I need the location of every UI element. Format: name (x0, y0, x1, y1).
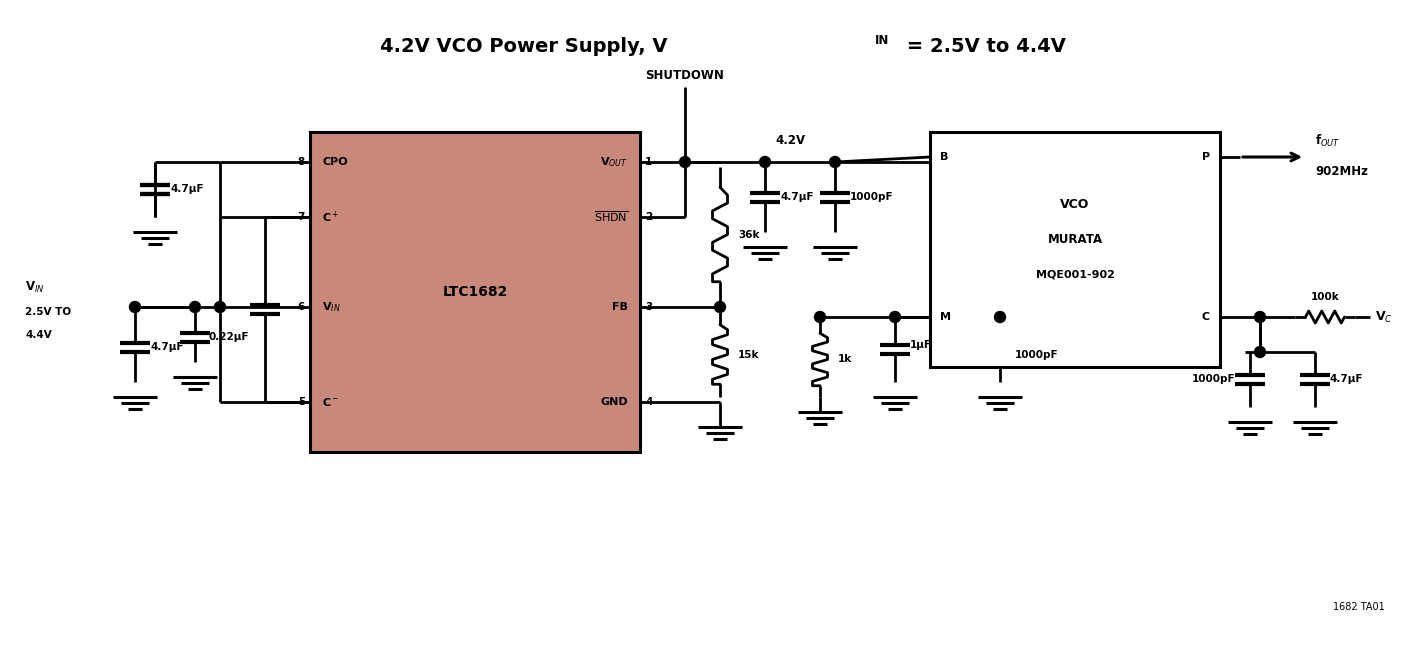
Text: 902MHz: 902MHz (1315, 165, 1367, 178)
Text: $\overline{\mathrm{SHDN}}$: $\overline{\mathrm{SHDN}}$ (594, 210, 628, 224)
Text: P: P (1202, 152, 1210, 162)
Circle shape (760, 156, 771, 168)
Text: VCO: VCO (1060, 198, 1090, 211)
Bar (310, 132, 640, 452)
Text: FB: FB (612, 302, 628, 312)
Text: C$^-$: C$^-$ (322, 396, 340, 408)
Text: CPO: CPO (322, 157, 347, 167)
Text: 1000pF: 1000pF (1192, 374, 1236, 385)
Text: 36k: 36k (738, 230, 760, 239)
Text: IN: IN (876, 33, 890, 46)
Text: V$_{IN}$: V$_{IN}$ (26, 280, 44, 295)
Text: 1682 TA01: 1682 TA01 (1333, 602, 1384, 612)
Text: M: M (939, 312, 951, 322)
Text: B: B (939, 152, 948, 162)
Circle shape (190, 301, 200, 312)
Text: 1µF: 1µF (910, 340, 932, 349)
Text: 3: 3 (645, 302, 652, 312)
Circle shape (815, 312, 826, 323)
Text: 0.22µF: 0.22µF (208, 332, 248, 342)
Text: 4: 4 (645, 397, 652, 407)
Text: f$_{OUT}$: f$_{OUT}$ (1315, 133, 1340, 149)
Text: 2: 2 (645, 212, 652, 222)
Text: 7: 7 (298, 212, 305, 222)
Text: 1000pF: 1000pF (850, 192, 894, 202)
Circle shape (890, 312, 900, 323)
Text: SHUTDOWN: SHUTDOWN (646, 69, 724, 82)
Text: MURATA: MURATA (1047, 233, 1102, 246)
Text: 4.2V: 4.2V (775, 134, 805, 147)
Text: 2.5V TO: 2.5V TO (26, 307, 71, 317)
Circle shape (829, 156, 840, 168)
Text: C: C (1202, 312, 1210, 322)
Text: LTC1682: LTC1682 (442, 285, 507, 299)
Text: MQE001-902: MQE001-902 (1036, 269, 1114, 280)
Text: 15k: 15k (738, 349, 760, 359)
Bar (930, 132, 1220, 367)
Text: 4.7µF: 4.7µF (170, 185, 204, 194)
Text: 1: 1 (645, 157, 652, 167)
Text: 6: 6 (298, 302, 305, 312)
Text: V$_{IN}$: V$_{IN}$ (322, 300, 340, 314)
Text: V$_C$: V$_C$ (1374, 310, 1393, 325)
Text: V$_{OUT}$: V$_{OUT}$ (601, 155, 628, 169)
Text: 4.7µF: 4.7µF (150, 342, 183, 352)
Circle shape (680, 156, 690, 168)
Text: 8: 8 (298, 157, 305, 167)
Circle shape (714, 301, 726, 312)
Text: 4.7µF: 4.7µF (779, 192, 813, 202)
Circle shape (1254, 312, 1265, 323)
Text: 100k: 100k (1311, 292, 1339, 302)
Circle shape (214, 301, 225, 312)
Text: 4.4V: 4.4V (26, 330, 52, 340)
Text: GND: GND (601, 397, 628, 407)
Text: = 2.5V to 4.4V: = 2.5V to 4.4V (900, 38, 1066, 57)
Circle shape (995, 312, 1006, 323)
Circle shape (1254, 346, 1265, 357)
Text: C$^+$: C$^+$ (322, 209, 340, 225)
Text: 4.7µF: 4.7µF (1331, 374, 1363, 385)
Text: 5: 5 (298, 397, 305, 407)
Text: 1k: 1k (837, 355, 852, 364)
Circle shape (129, 301, 140, 312)
Text: 1000pF: 1000pF (1015, 349, 1058, 359)
Text: 4.2V VCO Power Supply, V: 4.2V VCO Power Supply, V (380, 38, 667, 57)
